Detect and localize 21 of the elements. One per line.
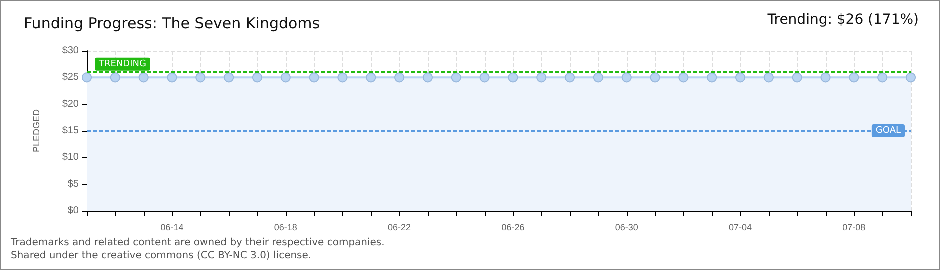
text: Shared under the creative commons (CC BY-NC 3.0) license.: [11, 250, 312, 262]
x-tick-label: 07-08: [842, 222, 866, 232]
y-tick-label: $20: [62, 98, 80, 110]
text: Trademarks and related content are owned by their respective companies.: [10, 238, 385, 248]
y-axis-title: PLEDGED: [32, 108, 42, 153]
text: Trending: $26 (171%): [766, 12, 920, 28]
x-tick-label: 06-26: [502, 222, 525, 232]
x-tick-label: 06-18: [274, 222, 298, 232]
ref-line-label: GOAL: [876, 126, 901, 136]
x-tick-label: 06-14: [160, 222, 184, 232]
y-tick-label: $30: [62, 46, 80, 56]
x-tick-label: 07-04: [729, 222, 752, 232]
y-tick-label: $10: [62, 152, 80, 164]
y-tick-label: $0: [68, 206, 80, 216]
y-tick-label: $25: [62, 72, 80, 84]
chart-title: Funding Progress: The Seven Kingdoms: [24, 14, 320, 32]
x-tick-label: 06-22: [388, 222, 412, 232]
y-tick-label: $5: [68, 178, 80, 190]
x-tick-label: 06-30: [615, 222, 638, 232]
y-tick-label: $15: [62, 126, 80, 136]
ref-line-label: TRENDING: [98, 59, 146, 70]
